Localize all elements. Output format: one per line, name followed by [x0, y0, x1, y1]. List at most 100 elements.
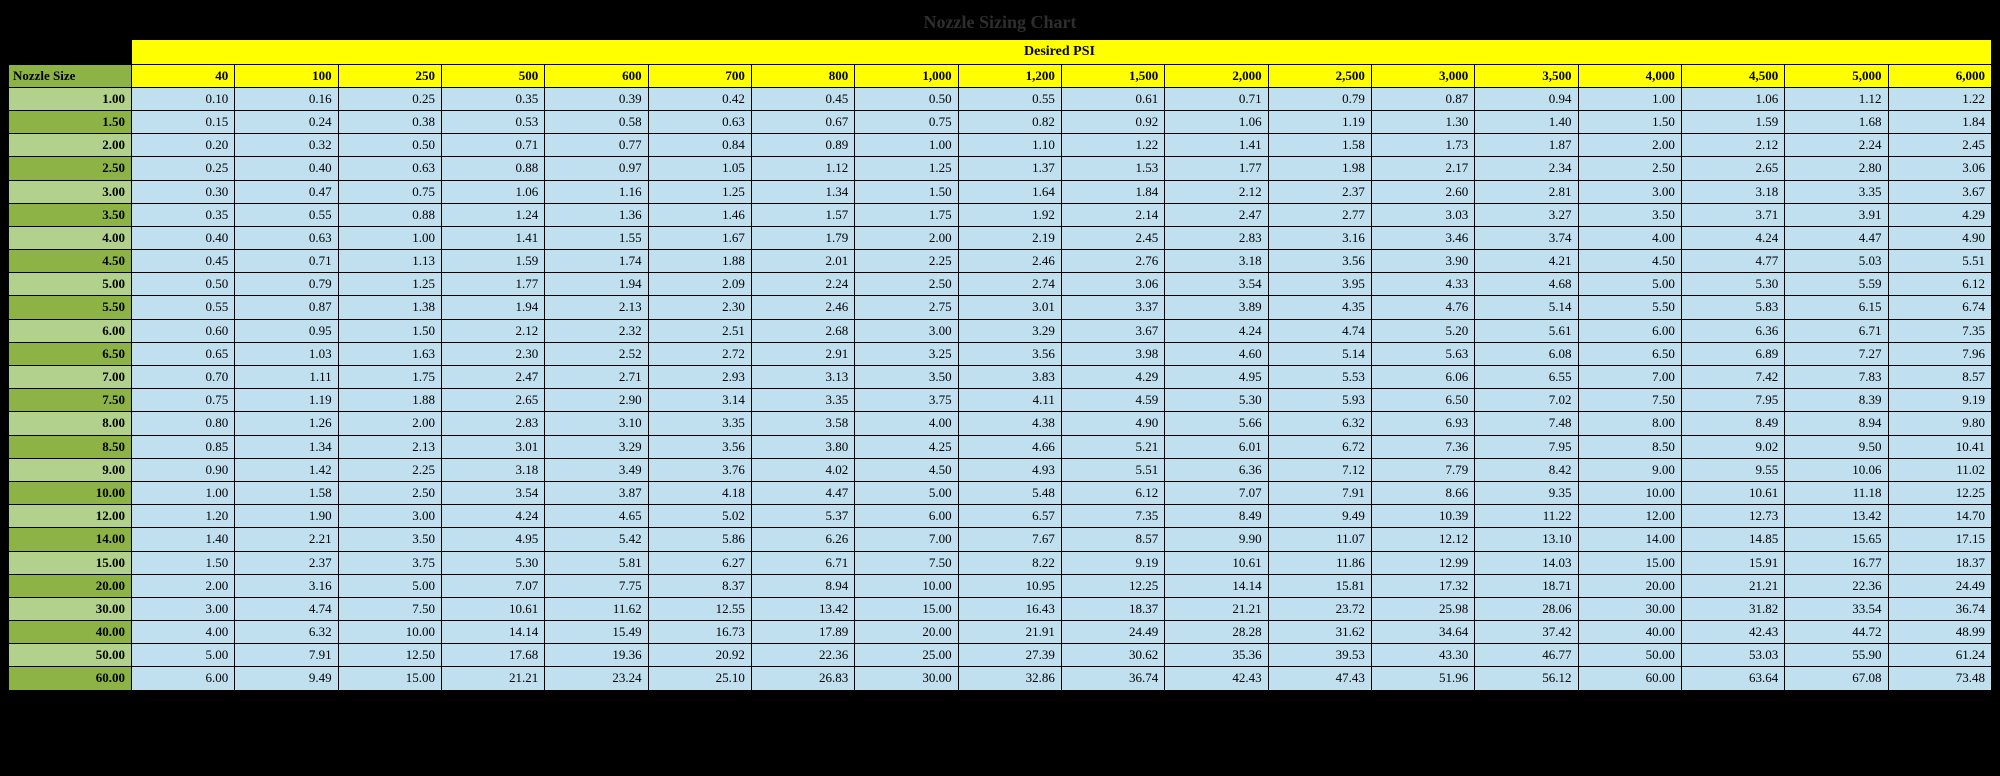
value-cell: 0.35 — [131, 203, 234, 226]
value-cell: 1.25 — [338, 273, 441, 296]
value-cell: 4.95 — [1165, 366, 1268, 389]
value-cell: 10.06 — [1785, 458, 1888, 481]
value-cell: 7.79 — [1371, 458, 1474, 481]
value-cell: 15.00 — [855, 597, 958, 620]
nozzle-size-cell: 12.00 — [9, 505, 132, 528]
value-cell: 1.42 — [235, 458, 338, 481]
table-row: 5.500.550.871.381.942.132.302.462.753.01… — [9, 296, 1992, 319]
value-cell: 7.91 — [1268, 481, 1371, 504]
value-cell: 43.30 — [1371, 644, 1474, 667]
value-cell: 6.06 — [1371, 366, 1474, 389]
value-cell: 7.95 — [1475, 435, 1578, 458]
value-cell: 2.65 — [441, 389, 544, 412]
value-cell: 5.93 — [1268, 389, 1371, 412]
value-cell: 8.22 — [958, 551, 1061, 574]
table-row: 50.005.007.9112.5017.6819.3620.9222.3625… — [9, 644, 1992, 667]
value-cell: 4.90 — [1888, 226, 1991, 249]
value-cell: 2.25 — [338, 458, 441, 481]
value-cell: 8.39 — [1785, 389, 1888, 412]
value-cell: 7.35 — [1061, 505, 1164, 528]
value-cell: 0.79 — [1268, 87, 1371, 110]
value-cell: 3.10 — [545, 412, 648, 435]
value-cell: 4.66 — [958, 435, 1061, 458]
value-cell: 4.02 — [751, 458, 854, 481]
value-cell: 17.68 — [441, 644, 544, 667]
value-cell: 2.12 — [1681, 134, 1784, 157]
value-cell: 0.82 — [958, 110, 1061, 133]
value-cell: 21.21 — [1165, 597, 1268, 620]
value-cell: 1.05 — [648, 157, 751, 180]
value-cell: 0.88 — [338, 203, 441, 226]
value-cell: 4.00 — [131, 621, 234, 644]
value-cell: 2.47 — [441, 366, 544, 389]
value-cell: 39.53 — [1268, 644, 1371, 667]
value-cell: 18.37 — [1061, 597, 1164, 620]
value-cell: 3.18 — [1681, 180, 1784, 203]
value-cell: 12.99 — [1371, 551, 1474, 574]
value-cell: 8.94 — [751, 574, 854, 597]
value-cell: 1.10 — [958, 134, 1061, 157]
value-cell: 2.81 — [1475, 180, 1578, 203]
value-cell: 0.35 — [441, 87, 544, 110]
psi-column-header: 40 — [131, 64, 234, 87]
value-cell: 8.49 — [1681, 412, 1784, 435]
value-cell: 5.83 — [1681, 296, 1784, 319]
value-cell: 36.74 — [1888, 597, 1991, 620]
value-cell: 2.13 — [338, 435, 441, 458]
value-cell: 1.03 — [235, 342, 338, 365]
value-cell: 11.22 — [1475, 505, 1578, 528]
value-cell: 1.40 — [1475, 110, 1578, 133]
value-cell: 3.35 — [751, 389, 854, 412]
value-cell: 5.81 — [545, 551, 648, 574]
nozzle-size-cell: 14.00 — [9, 528, 132, 551]
value-cell: 1.74 — [545, 250, 648, 273]
value-cell: 5.51 — [1888, 250, 1991, 273]
value-cell: 3.16 — [235, 574, 338, 597]
nozzle-size-cell: 15.00 — [9, 551, 132, 574]
value-cell: 3.74 — [1475, 226, 1578, 249]
value-cell: 1.19 — [235, 389, 338, 412]
value-cell: 9.19 — [1888, 389, 1991, 412]
value-cell: 10.00 — [338, 621, 441, 644]
value-cell: 23.24 — [545, 667, 648, 690]
value-cell: 9.55 — [1681, 458, 1784, 481]
table-row: 1.000.100.160.250.350.390.420.450.500.55… — [9, 87, 1992, 110]
value-cell: 0.30 — [131, 180, 234, 203]
value-cell: 22.36 — [1785, 574, 1888, 597]
value-cell: 7.95 — [1681, 389, 1784, 412]
value-cell: 3.91 — [1785, 203, 1888, 226]
value-cell: 0.75 — [131, 389, 234, 412]
value-cell: 9.19 — [1061, 551, 1164, 574]
value-cell: 1.58 — [235, 481, 338, 504]
value-cell: 0.88 — [441, 157, 544, 180]
value-cell: 7.48 — [1475, 412, 1578, 435]
value-cell: 2.14 — [1061, 203, 1164, 226]
value-cell: 0.92 — [1061, 110, 1164, 133]
value-cell: 0.79 — [235, 273, 338, 296]
value-cell: 3.56 — [1268, 250, 1371, 273]
value-cell: 0.40 — [235, 157, 338, 180]
value-cell: 1.34 — [235, 435, 338, 458]
value-cell: 10.00 — [855, 574, 958, 597]
table-header: Desired PSI Nozzle Size 4010025050060070… — [9, 40, 1992, 88]
value-cell: 8.57 — [1888, 366, 1991, 389]
value-cell: 2.37 — [235, 551, 338, 574]
value-cell: 1.94 — [545, 273, 648, 296]
value-cell: 3.83 — [958, 366, 1061, 389]
value-cell: 1.25 — [648, 180, 751, 203]
value-cell: 2.32 — [545, 319, 648, 342]
nozzle-size-cell: 30.00 — [9, 597, 132, 620]
value-cell: 3.35 — [648, 412, 751, 435]
value-cell: 3.58 — [751, 412, 854, 435]
value-cell: 3.18 — [1165, 250, 1268, 273]
value-cell: 15.91 — [1681, 551, 1784, 574]
psi-column-header: 4,000 — [1578, 64, 1681, 87]
psi-column-header: 500 — [441, 64, 544, 87]
value-cell: 16.77 — [1785, 551, 1888, 574]
value-cell: 30.62 — [1061, 644, 1164, 667]
value-cell: 51.96 — [1371, 667, 1474, 690]
value-cell: 1.40 — [131, 528, 234, 551]
value-cell: 6.71 — [751, 551, 854, 574]
psi-column-header: 250 — [338, 64, 441, 87]
value-cell: 2.52 — [545, 342, 648, 365]
